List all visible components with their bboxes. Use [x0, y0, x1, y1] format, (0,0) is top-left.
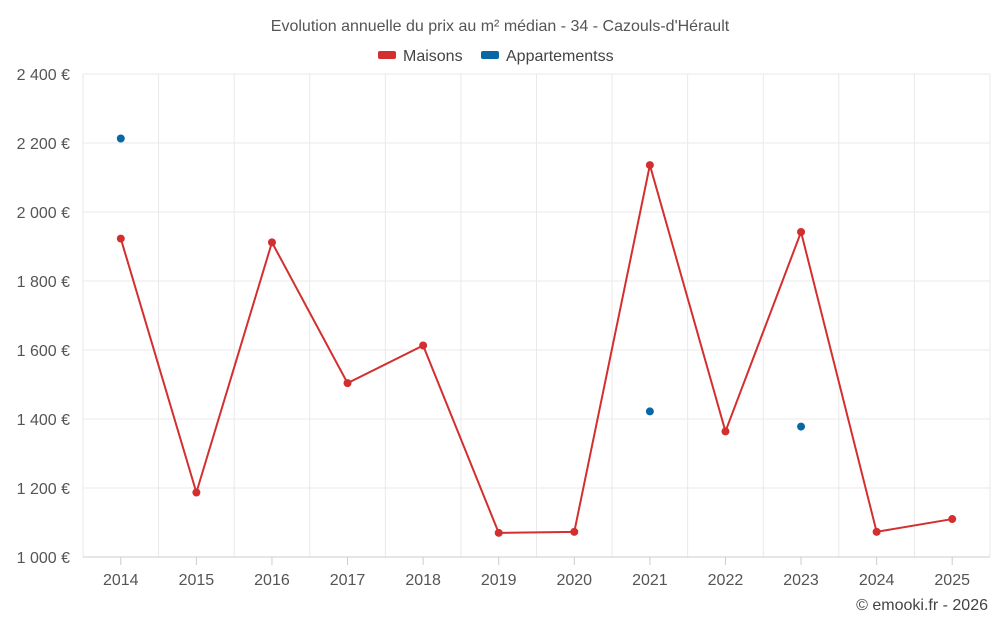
x-tick-label: 2025 [934, 572, 970, 589]
series-line-maisons [119, 164, 953, 534]
x-tick-label: 2017 [330, 572, 366, 589]
data-point-maisons[interactable] [494, 528, 503, 537]
legend-item-maisons[interactable]: Maisons [378, 48, 463, 65]
y-tick-label: 1 200 € [17, 481, 70, 498]
legend-label-appartements: Appartementss [506, 48, 614, 65]
data-point-maisons[interactable] [267, 238, 276, 247]
data-point-maisons[interactable] [343, 379, 352, 388]
y-tick-label: 1 400 € [17, 412, 70, 429]
y-tick-label: 2 000 € [17, 205, 70, 222]
chart-title: Evolution annuelle du prix au m² médian … [271, 18, 730, 35]
x-tick-label: 2024 [859, 572, 895, 589]
x-tick-label: 2021 [632, 572, 668, 589]
x-tick-label: 2015 [179, 572, 215, 589]
legend-item-appartements[interactable]: Appartementss [481, 48, 614, 65]
x-tick-label: 2023 [783, 572, 819, 589]
legend: Maisons Appartementss [378, 48, 614, 65]
data-point-maisons[interactable] [797, 228, 806, 237]
data-point-maisons[interactable] [419, 341, 428, 350]
legend-swatch-maisons [378, 51, 396, 59]
data-point-maisons[interactable] [116, 234, 125, 243]
x-axis-ticks: 2014 2015 2016 2017 2018 2019 2020 2021 2022 2023… [103, 557, 970, 589]
credit-text: © emooki.fr - 2026 [856, 597, 988, 614]
x-tick-label: 2020 [556, 572, 592, 589]
series [116, 134, 957, 537]
y-tick-label: 2 200 € [17, 136, 70, 153]
data-point-maisons[interactable] [872, 527, 881, 536]
x-tick-label: 2016 [254, 572, 290, 589]
x-tick-label: 2014 [103, 572, 139, 589]
y-axis-ticks: 1 000 € 1 200 € 1 400 € 1 600 € 1 800 € 2 000… [17, 67, 70, 567]
data-point-appartementss[interactable] [116, 134, 125, 143]
data-point-appartementss[interactable] [645, 407, 654, 416]
data-point-appartementss[interactable] [797, 422, 806, 431]
legend-swatch-appartements [481, 51, 499, 59]
data-point-maisons[interactable] [645, 161, 654, 170]
data-point-maisons[interactable] [570, 527, 579, 536]
legend-label-maisons: Maisons [403, 48, 463, 65]
y-tick-label: 1 800 € [17, 274, 70, 291]
y-tick-label: 2 400 € [17, 67, 70, 84]
y-tick-label: 1 000 € [17, 550, 70, 567]
data-point-maisons[interactable] [192, 488, 201, 497]
x-tick-label: 2022 [708, 572, 744, 589]
y-tick-label: 1 600 € [17, 343, 70, 360]
x-tick-label: 2019 [481, 572, 517, 589]
data-point-maisons[interactable] [948, 515, 957, 524]
x-tick-label: 2018 [405, 572, 441, 589]
grid [82, 73, 991, 557]
data-point-maisons[interactable] [721, 427, 730, 436]
